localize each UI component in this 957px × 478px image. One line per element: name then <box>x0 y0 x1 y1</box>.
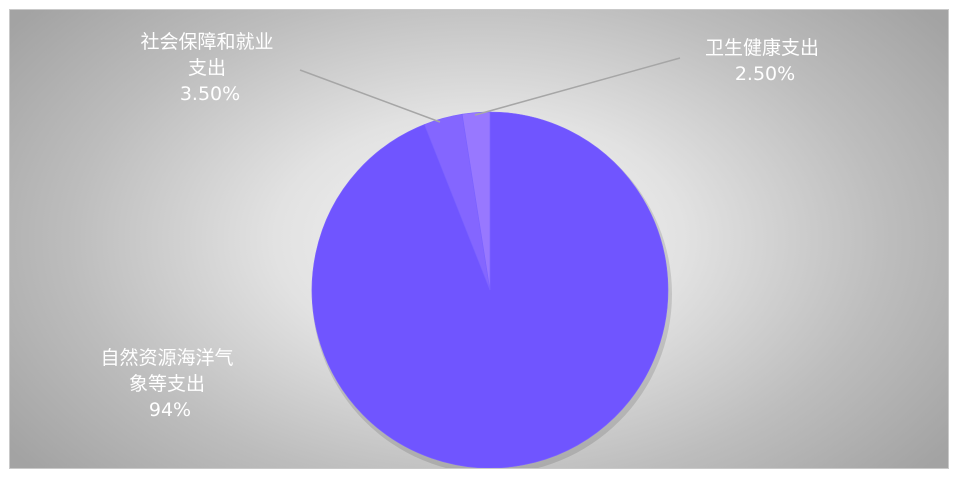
label-social-line1: 社会保障和就业 <box>140 31 273 53</box>
pie-slice-health <box>461 111 491 291</box>
label-social-line2: 支出 <box>188 57 226 79</box>
label-social-value: 3.50% <box>180 83 240 105</box>
label-social: 社会保障和就业 支出 3.50% <box>140 31 279 105</box>
pie-slice-natural <box>311 111 669 468</box>
label-natural-line2: 象等支出 <box>129 373 205 395</box>
label-natural-value: 94% <box>149 399 191 421</box>
label-health-value: 2.50% <box>735 63 795 85</box>
pie-slices <box>311 111 672 468</box>
pie-chart-svg: 自然资源海洋气 象等支出 94% 社会保障和就业 支出 3.50% 卫生健康支出… <box>100 31 825 468</box>
label-health-line1: 卫生健康支出 <box>705 37 819 59</box>
pie-chart: 自然资源海洋气 象等支出 94% 社会保障和就业 支出 3.50% 卫生健康支出… <box>9 9 949 469</box>
leader-line-social <box>299 69 441 123</box>
label-natural-line1: 自然资源海洋气 <box>100 347 233 369</box>
label-natural: 自然资源海洋气 象等支出 94% <box>100 347 239 421</box>
label-health: 卫生健康支出 2.50% <box>705 37 825 85</box>
leader-line-health <box>474 57 681 116</box>
